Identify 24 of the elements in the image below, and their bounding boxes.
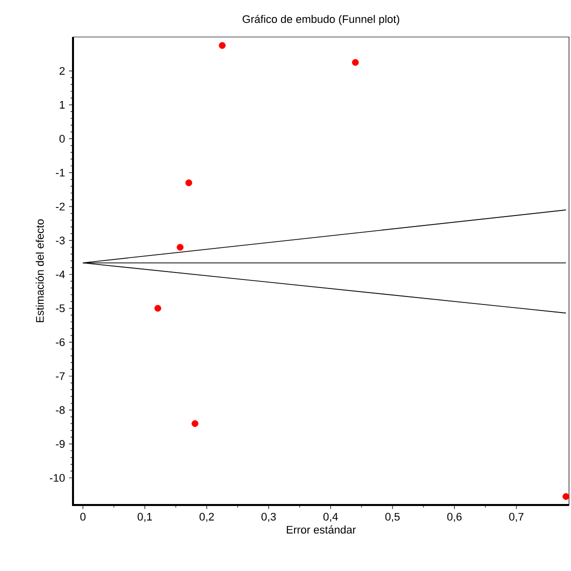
y-tick-label: 0 bbox=[59, 134, 65, 143]
y-tick-label: -1 bbox=[56, 168, 65, 176]
x-axis-title: Error estándar bbox=[286, 525, 356, 534]
x-tick-label: 0,5 bbox=[385, 512, 400, 522]
y-tick-label: -3 bbox=[56, 236, 65, 244]
x-tick-label: 0,3 bbox=[261, 512, 276, 522]
x-tick-label: 0 bbox=[80, 512, 86, 521]
y-axis-title: Estimación del efecto bbox=[36, 219, 44, 322]
y-tick-label: -5 bbox=[56, 304, 65, 312]
y-tick-label: -2 bbox=[56, 202, 65, 210]
y-tick-label: 2 bbox=[60, 67, 65, 75]
y-tick-label: -8 bbox=[56, 406, 65, 414]
x-tick-label: 0,6 bbox=[447, 512, 462, 522]
y-tick-label: -6 bbox=[56, 338, 65, 346]
x-tick-label: 0,4 bbox=[323, 512, 338, 522]
y-tick-label: 1 bbox=[60, 101, 65, 109]
x-tick-label: 0,2 bbox=[200, 512, 214, 522]
x-tick-label: 0,7 bbox=[509, 512, 524, 522]
y-tick-label: -4 bbox=[56, 270, 65, 278]
y-tick-label: -7 bbox=[56, 372, 65, 380]
y-tick-label: -10 bbox=[50, 474, 65, 482]
y-tick-label: -9 bbox=[56, 440, 65, 448]
chart-title: Gráfico de embudo (Funnel plot) bbox=[242, 14, 400, 26]
x-tick-label: 0,1 bbox=[138, 512, 152, 522]
